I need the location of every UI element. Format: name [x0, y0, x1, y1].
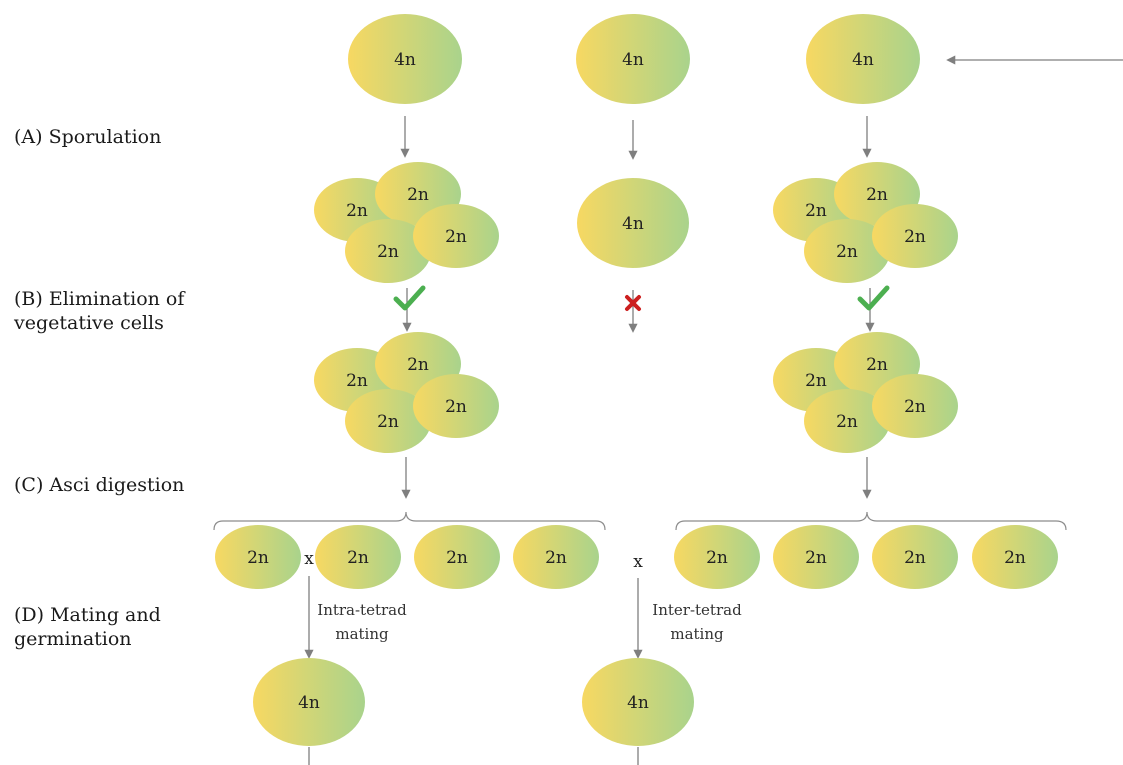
- top-cell-left: 4n: [348, 14, 462, 104]
- spore-label: 2n: [805, 201, 827, 221]
- tetrad-left-sporulated: 2n 2n 2n 2n: [314, 162, 499, 283]
- spore-label: 2n: [836, 242, 858, 262]
- brace-left: [213, 511, 606, 531]
- spore-label: 2n: [1004, 548, 1026, 568]
- spore-label: 2n: [347, 548, 369, 568]
- spore-label: 2n: [866, 355, 888, 375]
- tetrad-right-sporulated: 2n 2n 2n 2n: [773, 162, 958, 283]
- spore-label: 2n: [904, 548, 926, 568]
- step-b-label-line1: (B) Elimination of: [14, 288, 185, 310]
- top-cell-middle: 4n: [576, 14, 690, 104]
- intra-mating-label-line2: mating: [335, 625, 389, 643]
- top-cell-left-label: 4n: [394, 50, 416, 70]
- spore-label: 2n: [346, 371, 368, 391]
- result-cell-inter-label: 4n: [627, 693, 649, 713]
- step-c-label: (C) Asci digestion: [14, 474, 185, 496]
- spore-label: 2n: [377, 242, 399, 262]
- result-cell-intra: 4n: [253, 658, 365, 746]
- top-cell-right: 4n: [806, 14, 920, 104]
- top-cell-right-label: 4n: [852, 50, 874, 70]
- spore-label: 2n: [836, 412, 858, 432]
- spore-row-right: 2n 2n 2n 2n: [674, 525, 1058, 589]
- step-b-label-line2: vegetative cells: [14, 312, 164, 334]
- step-d-label-line2: germination: [14, 628, 132, 650]
- spore-label: 2n: [407, 355, 429, 375]
- result-cell-inter: 4n: [582, 658, 694, 746]
- brace-right: [675, 511, 1067, 531]
- tetrad-right-purified: 2n 2n 2n 2n: [773, 332, 958, 453]
- step-d-label-line1: (D) Mating and: [14, 604, 161, 626]
- middle-cell-unsporulated: 4n: [577, 178, 689, 268]
- spore-label: 2n: [445, 227, 467, 247]
- step-a-label: (A) Sporulation: [14, 126, 162, 148]
- spore-label: 2n: [445, 397, 467, 417]
- spore-label: 2n: [904, 227, 926, 247]
- top-cell-middle-label: 4n: [622, 50, 644, 70]
- spore-row-left: 2n 2n 2n 2n: [215, 525, 599, 589]
- middle-cell-label: 4n: [622, 214, 644, 234]
- spore-label: 2n: [247, 548, 269, 568]
- spore-label: 2n: [805, 548, 827, 568]
- intra-cross-symbol: x: [304, 549, 314, 569]
- inter-mating-label-line2: mating: [670, 625, 724, 643]
- cross-icon: [625, 295, 641, 311]
- check-icon: [857, 285, 890, 311]
- spore-label: 2n: [346, 201, 368, 221]
- spore-label: 2n: [377, 412, 399, 432]
- inter-cross-symbol: x: [633, 552, 643, 572]
- spore-label: 2n: [407, 185, 429, 205]
- spore-label: 2n: [446, 548, 468, 568]
- intra-mating-label-line1: Intra-tetrad: [317, 601, 407, 619]
- spore-label: 2n: [545, 548, 567, 568]
- inter-mating-label-line1: Inter-tetrad: [652, 601, 742, 619]
- check-icon: [393, 285, 426, 311]
- spore-label: 2n: [706, 548, 728, 568]
- spore-label: 2n: [904, 397, 926, 417]
- tetrad-left-purified: 2n 2n 2n 2n: [314, 332, 499, 453]
- spore-label: 2n: [805, 371, 827, 391]
- spore-label: 2n: [866, 185, 888, 205]
- result-cell-intra-label: 4n: [298, 693, 320, 713]
